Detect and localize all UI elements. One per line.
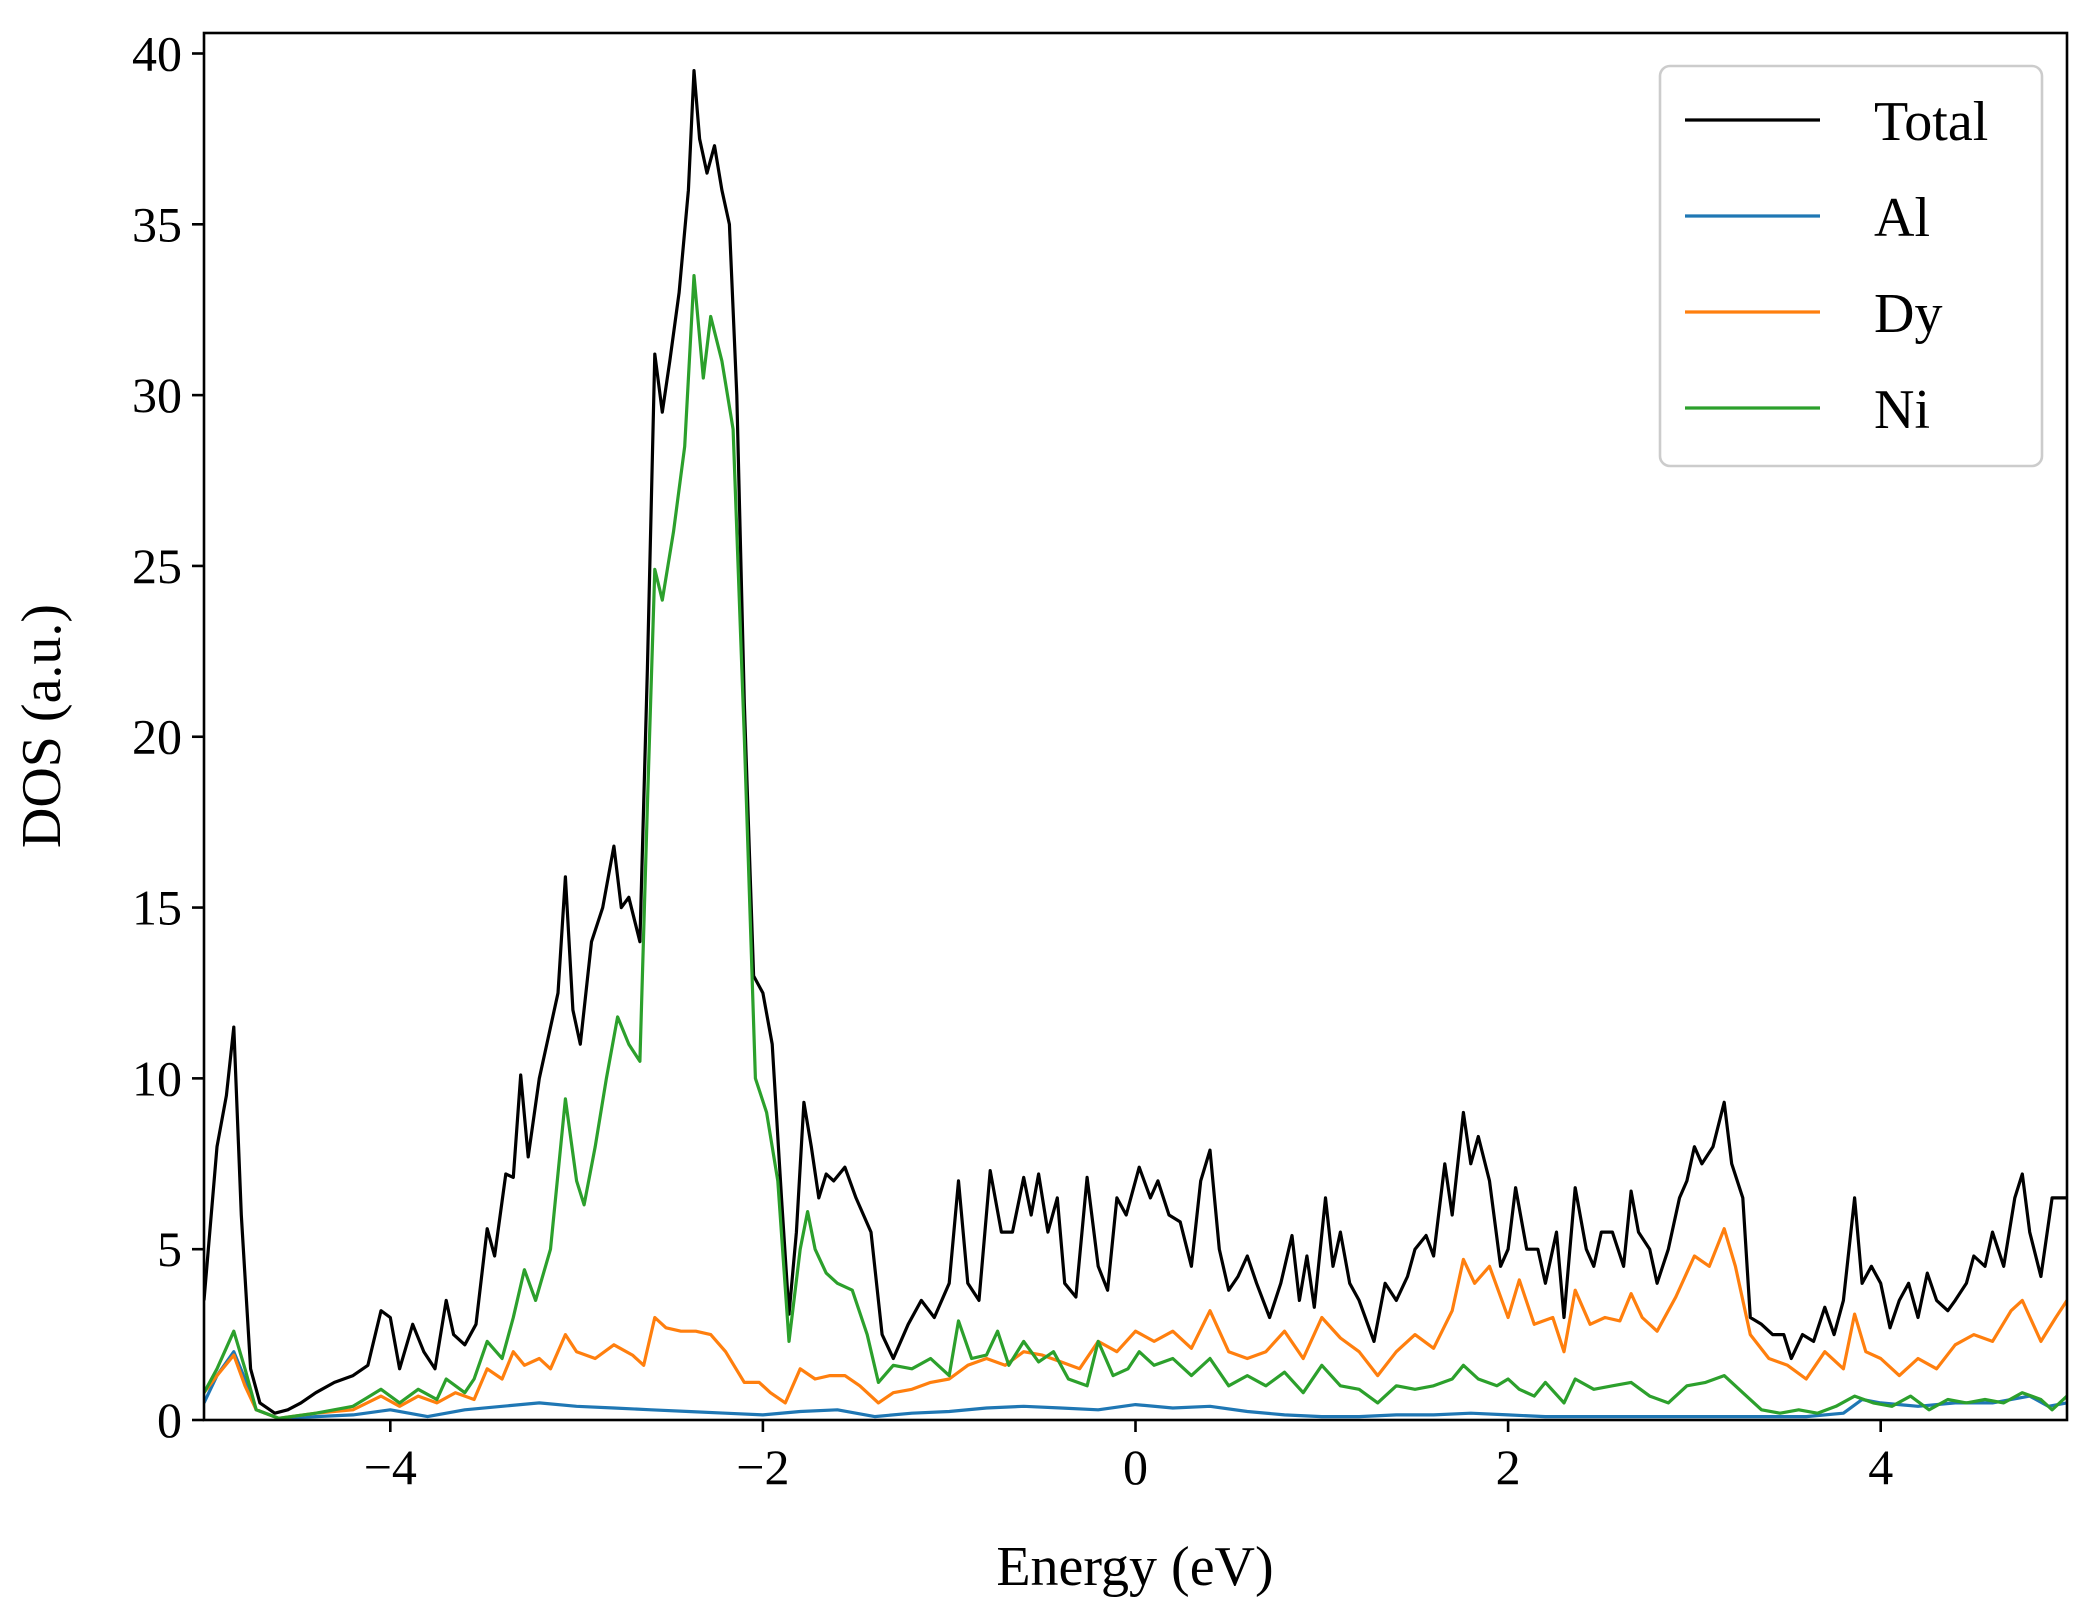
x-axis-title: Energy (eV)	[996, 1536, 1273, 1598]
x-tick-label: −4	[364, 1439, 417, 1495]
y-tick-label: 15	[132, 880, 182, 936]
y-tick-label: 25	[132, 538, 182, 594]
y-tick-label: 20	[132, 709, 182, 765]
y-tick-label: 30	[132, 367, 182, 423]
y-tick-label: 10	[132, 1050, 182, 1106]
y-tick-label: 35	[132, 196, 182, 252]
legend-label-ni: Ni	[1874, 379, 1930, 441]
x-tick-label: −2	[736, 1439, 789, 1495]
legend: Total Al Dy Ni	[1658, 64, 2044, 468]
x-tick-label: 2	[1496, 1439, 1521, 1495]
series-line-al	[204, 1350, 2067, 1420]
y-tick-label: 40	[132, 25, 182, 81]
y-tick-label: 5	[157, 1221, 182, 1277]
legend-label-dy: Dy	[1874, 283, 1942, 345]
series-line-dy	[204, 1227, 2067, 1420]
x-tick-label: 4	[1868, 1439, 1893, 1495]
y-tick-label: 0	[157, 1392, 182, 1448]
legend-label-total: Total	[1874, 91, 1988, 153]
y-axis-title: DOS (a.u.)	[11, 604, 73, 848]
legend-box	[1658, 64, 2044, 468]
x-tick-label: 0	[1123, 1439, 1148, 1495]
series-line-ni	[204, 274, 2067, 1420]
series-layer	[204, 69, 2067, 1420]
series-line-total	[204, 69, 2067, 1415]
y-axis: 0 5 10 15 20 25 30 35 40	[132, 25, 204, 1448]
legend-label-al: Al	[1874, 187, 1930, 249]
x-axis: −4 −2 0 2 4	[364, 1420, 1893, 1495]
